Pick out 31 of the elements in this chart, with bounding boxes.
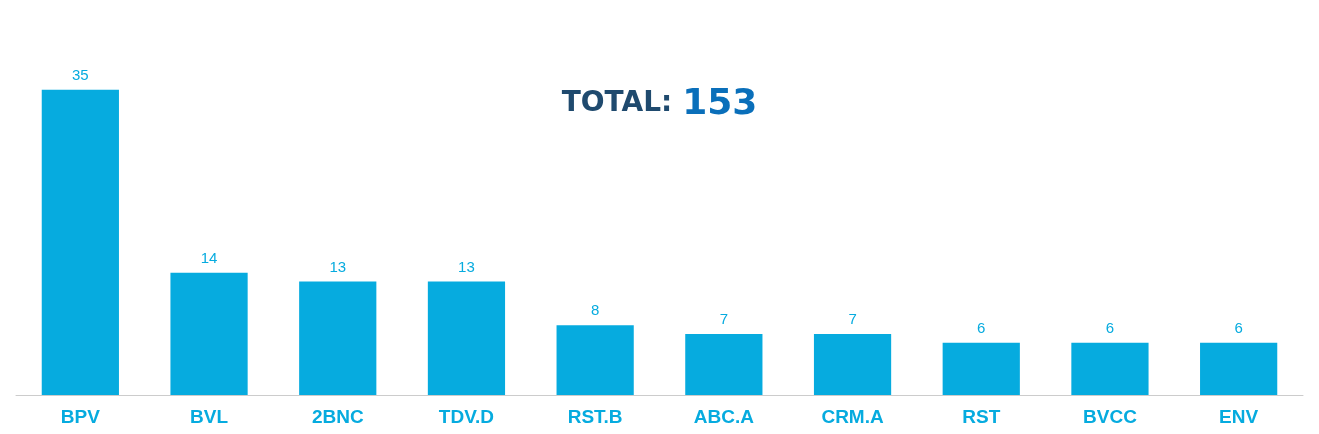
bar: [942, 342, 1020, 395]
bar: [1071, 342, 1149, 395]
bar: [556, 325, 634, 395]
bar: [299, 281, 377, 395]
x-tick-label: RST: [962, 406, 1001, 427]
data-label: 8: [590, 301, 600, 319]
chart-title: TOTAL: 153: [561, 80, 758, 122]
data-label: 6: [1105, 318, 1115, 336]
x-tick-label: ENV: [1219, 406, 1259, 427]
data-label: 7: [848, 309, 857, 327]
x-tick-label: RST.B: [567, 406, 623, 427]
bar: [41, 89, 119, 395]
x-tick-label: ABC.A: [693, 406, 755, 427]
bar: [813, 333, 892, 395]
data-label: 6: [1234, 318, 1243, 336]
bar: [427, 281, 506, 395]
x-tick-label: 2BNC: [311, 406, 364, 427]
data-label: 35: [72, 65, 89, 83]
bar: [170, 272, 248, 395]
data-label: 14: [200, 248, 218, 266]
x-tick-label: BPV: [60, 406, 101, 427]
data-label: 13: [329, 257, 347, 275]
x-tick-label: BVL: [190, 406, 229, 427]
bar: [685, 333, 763, 395]
data-label: 7: [719, 309, 729, 327]
data-label: 13: [458, 257, 475, 275]
bar: [1200, 342, 1278, 395]
x-tick-label: TDV.D: [438, 406, 495, 427]
x-tick-label: CRM.A: [821, 406, 884, 427]
data-label: 6: [977, 318, 986, 336]
x-tick-label: BVCC: [1083, 406, 1138, 427]
